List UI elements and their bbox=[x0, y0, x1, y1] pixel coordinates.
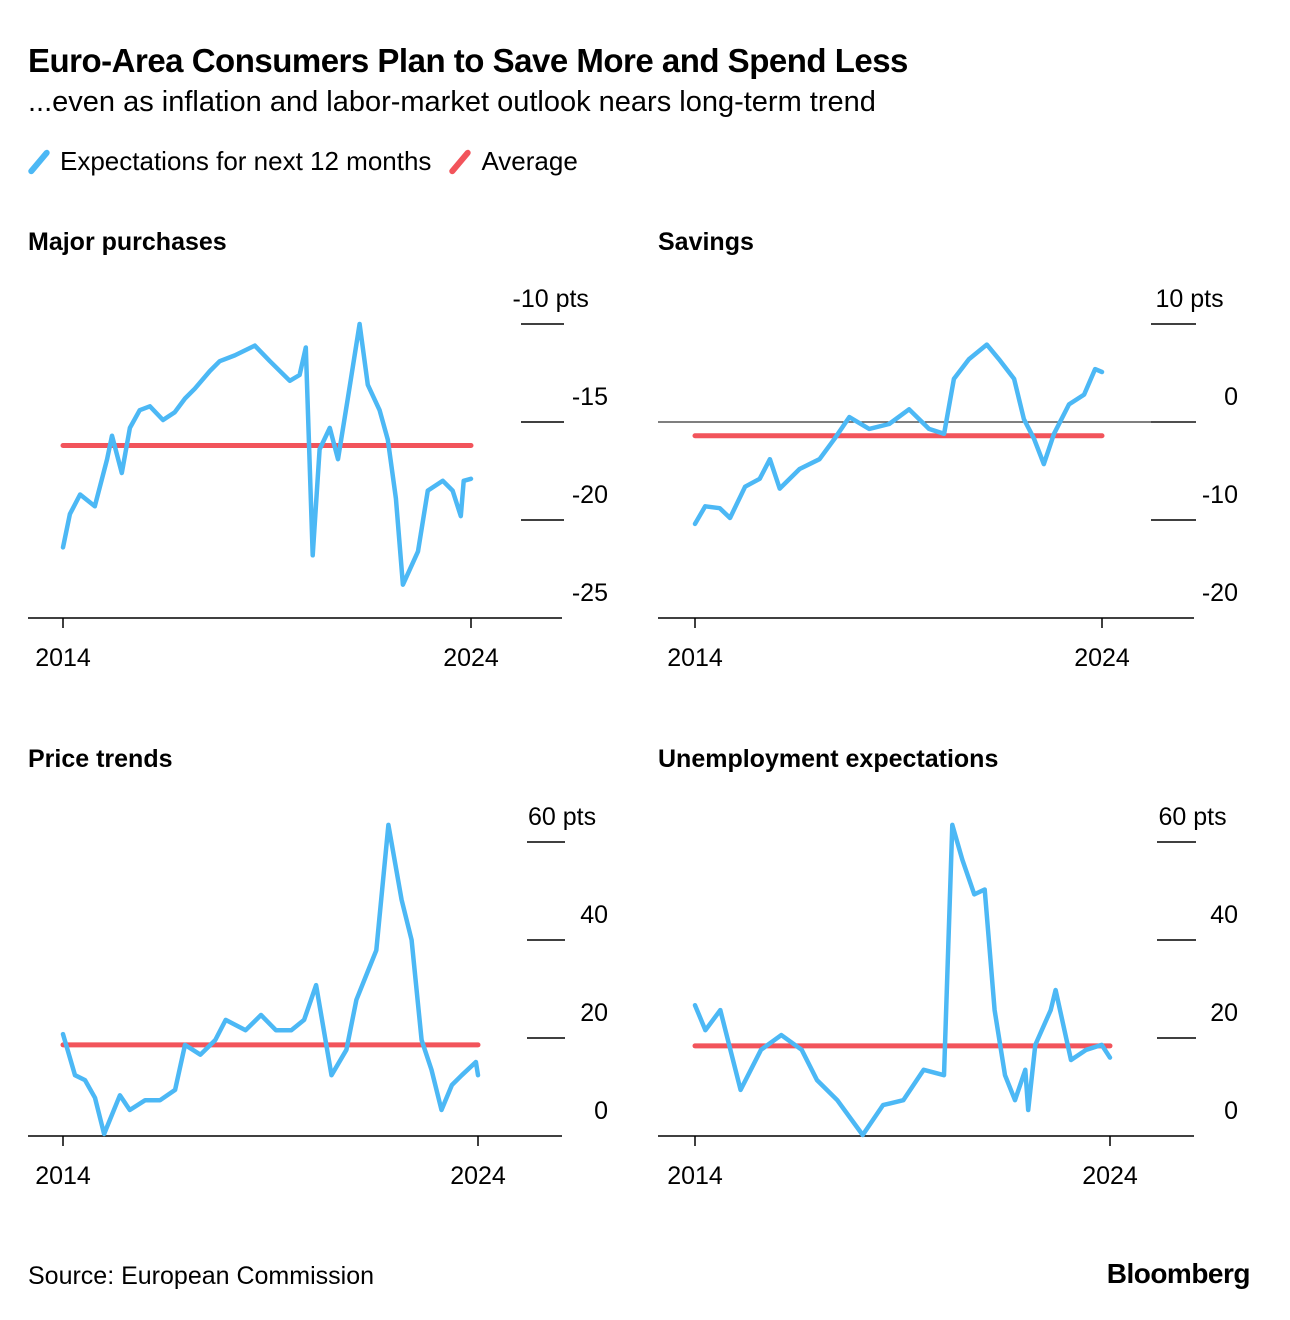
panel-title-price-trends: Price trends bbox=[28, 745, 173, 773]
y-tick-label: 60 pts bbox=[1159, 803, 1227, 831]
x-tick-label: 2024 bbox=[1074, 644, 1130, 672]
y-tick-label: -25 bbox=[572, 579, 608, 607]
y-tick-label: 10 pts bbox=[1156, 285, 1224, 313]
series-line-unemployment-expectations bbox=[692, 822, 1113, 1138]
x-tick-label: 2014 bbox=[667, 644, 723, 672]
x-tick-label: 2014 bbox=[667, 1162, 723, 1190]
source-note: Source: European Commission bbox=[28, 1262, 374, 1290]
x-tick-label: 2014 bbox=[35, 644, 91, 672]
legend-label-average: Average bbox=[481, 146, 578, 176]
y-tick-label: -15 bbox=[572, 383, 608, 411]
x-tick-label: 2024 bbox=[450, 1162, 506, 1190]
y-tick-label: 40 bbox=[580, 901, 608, 929]
y-tick-label: -10 bbox=[1202, 481, 1238, 509]
y-tick-label: -20 bbox=[1202, 579, 1238, 607]
y-tick-label: 0 bbox=[1224, 1097, 1238, 1125]
chart-title: Euro-Area Consumers Plan to Save More an… bbox=[28, 42, 908, 79]
bloomberg-logo: Bloomberg bbox=[1106, 1258, 1251, 1289]
panel-title-savings: Savings bbox=[658, 228, 754, 256]
legend-label-expectations: Expectations for next 12 months bbox=[60, 146, 432, 176]
legend: Expectations for next 12 months Average bbox=[27, 146, 596, 177]
x-tick-label: 2024 bbox=[1082, 1162, 1138, 1190]
chart-subtitle: ...even as inflation and labor-market ou… bbox=[28, 86, 876, 118]
panel-title-unemployment: Unemployment expectations bbox=[658, 745, 999, 773]
y-tick-label: 40 bbox=[1210, 901, 1238, 929]
y-tick-label: 0 bbox=[1224, 383, 1238, 411]
y-tick-label: 20 bbox=[580, 999, 608, 1027]
y-tick-label: 60 pts bbox=[528, 803, 596, 831]
x-tick-label: 2014 bbox=[35, 1162, 91, 1190]
series-line-savings bbox=[692, 342, 1105, 527]
y-tick-label: -10 pts bbox=[513, 285, 589, 313]
series-line-major-purchases bbox=[60, 321, 474, 587]
series-line-price-trends bbox=[60, 822, 481, 1137]
panel-title-major-purchases: Major purchases bbox=[28, 228, 227, 256]
y-tick-label: 0 bbox=[594, 1097, 608, 1125]
y-tick-label: 20 bbox=[1210, 999, 1238, 1027]
x-tick-label: 2024 bbox=[443, 644, 499, 672]
y-tick-label: -20 bbox=[572, 481, 608, 509]
